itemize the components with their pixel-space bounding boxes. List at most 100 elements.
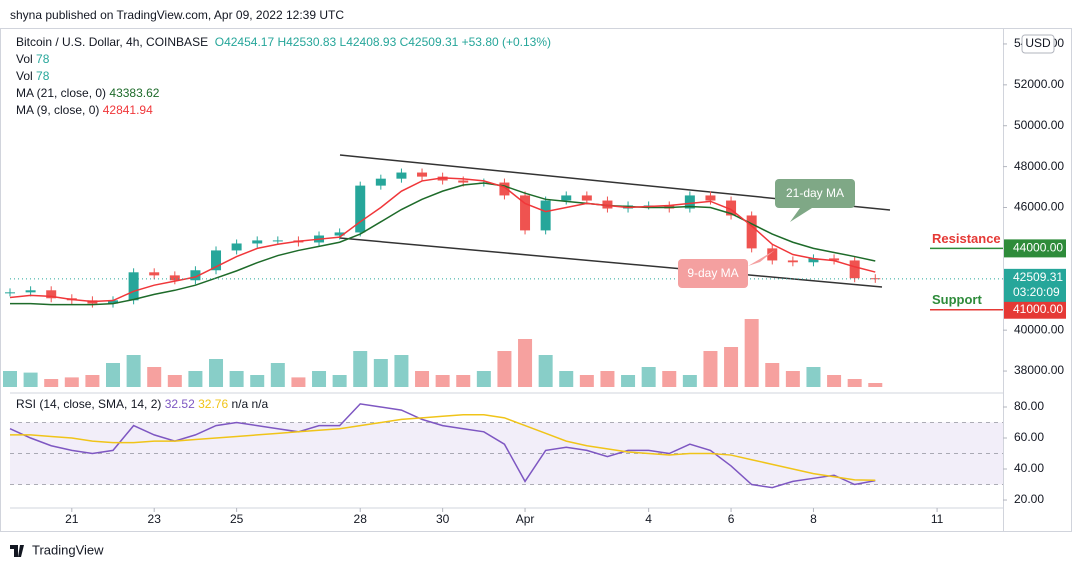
currency-box [1021,34,1055,54]
rsi-label: RSI (14, close, SMA, 14, 2) [16,397,162,411]
candle [128,272,139,301]
rsi-value: 32.52 [164,397,195,411]
ohlc: O42454.17 H42530.83 L42408.93 C42509.31 … [214,35,552,49]
y-tick-label: 48000.00 [1014,159,1064,173]
candle [746,215,757,249]
volume-bar [250,375,265,387]
volume-bar [600,371,615,387]
candle [602,200,613,209]
candle [767,248,778,261]
volume-bar [682,375,697,387]
x-tick-label: 8 [810,512,817,526]
rsi-y-tick-label: 80.00 [1014,399,1044,413]
level-tag-label: 41000.00 [1013,302,1063,316]
volume-bar [518,339,533,387]
vol-label: Vol [16,69,33,83]
volume-bar [641,367,656,387]
candle [355,185,366,233]
volume-bar [167,375,182,387]
candle [334,232,345,236]
x-tick-label: 6 [728,512,735,526]
volume-bar [806,367,821,387]
volume-bar [827,375,842,387]
symbol: Bitcoin / U.S. Dollar, 4h, COINBASE [16,35,209,49]
volume-bar [456,375,471,387]
volume-bar [868,383,883,387]
vol-legend: Vol 78 [16,69,49,83]
candle [808,258,819,263]
candle [252,240,263,244]
candle [561,195,572,201]
candle [5,292,15,294]
price-tag-label: 42509.31 [1013,270,1063,284]
volume-bar [744,319,759,387]
volume-bar [435,375,450,387]
x-tick-label: 23 [148,512,162,526]
volume-bar [559,371,574,387]
ma21-legend: MA (21, close, 0) 43383.62 [16,86,159,100]
x-tick-label: 25 [230,512,244,526]
candle [108,300,119,304]
volume-bar [85,375,100,387]
volume-bar [312,371,327,387]
volume-bar [126,355,141,387]
rsi-y-tick-label: 60.00 [1014,430,1044,444]
x-tick-label: 30 [436,512,450,526]
candle [169,275,180,281]
callout-tail [748,250,775,266]
countdown: 03:20:09 [1013,285,1060,299]
candle [396,172,407,179]
ma-line [10,182,876,306]
volume-bar [44,379,59,387]
annotation-box [678,259,748,288]
rsi-y-tick-label: 40.00 [1014,461,1044,475]
candle [417,172,428,177]
x-tick-label: Apr [516,512,535,526]
candle [231,243,242,251]
volume-bar [64,377,79,387]
candle [149,272,160,276]
candle [46,290,57,299]
candle [726,200,737,216]
volume-bar [415,371,430,387]
volume-bar [847,379,862,387]
volume-bar [497,351,512,387]
x-tick-label: 4 [645,512,652,526]
ma-label: MA (21, close, 0) [16,86,107,100]
x-tick-label: 21 [65,512,79,526]
volume-bar [703,351,718,387]
volume-bar [270,363,285,387]
trend-line-lower [339,237,883,288]
volume-bar [662,371,677,387]
volume-bar [373,359,388,387]
candle [375,178,386,186]
volume-bar [579,375,594,387]
y-tick-label: 46000.00 [1014,200,1064,214]
candle [787,260,798,263]
line-series [10,413,876,481]
symbol-legend: Bitcoin / U.S. Dollar, 4h, COINBASE O424… [16,35,551,49]
rsi-extra: n/a n/a [231,397,269,411]
candle [540,200,551,231]
ma-label: MA (9, close, 0) [16,103,100,117]
volume-bar [353,351,368,387]
volume-bar [724,347,739,387]
candle [25,290,36,293]
y-tick-label: 38000.00 [1014,363,1064,377]
volume-bar [106,363,121,387]
logo [10,545,24,557]
vol-value: 78 [36,52,50,66]
published: shyna published on TradingView.com, Apr … [10,8,344,22]
annotation: 21-day MA [786,186,844,200]
price-tag [1004,268,1066,302]
currency: USD [1025,36,1051,50]
candle [829,258,840,261]
ma-value: 43383.62 [109,86,160,100]
vol-label: Vol [16,52,33,66]
x-tick-label: 11 [931,512,944,526]
rsi-sma-value: 32.76 [198,397,229,411]
volume-bar [3,371,17,387]
rsi-legend: RSI (14, close, SMA, 14, 2) 32.52 32.76 … [16,397,268,411]
volume-bar [291,377,306,387]
